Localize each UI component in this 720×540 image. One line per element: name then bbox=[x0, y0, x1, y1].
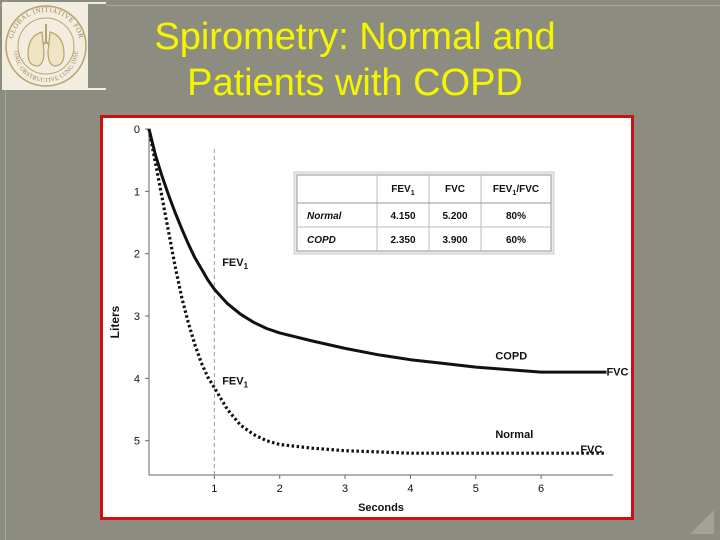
chart-canvas: 0 1 2 3 4 5 1 2 3 4 5 6 Seconds Liters FEV1 FEV1 COPD Nor… bbox=[108, 124, 629, 514]
x-axis-label: Seconds bbox=[358, 502, 404, 514]
y-tick-label: 1 bbox=[134, 186, 140, 198]
series-line-normal bbox=[147, 128, 607, 455]
table-cell: 60% bbox=[506, 235, 526, 246]
gold-logo: GLOBAL INITIATIVE FOR CHRONIC OBSTRUCTIV… bbox=[0, 0, 106, 90]
x-tick-label: 5 bbox=[473, 483, 479, 495]
table-cell: 3.900 bbox=[442, 235, 467, 246]
table-header-1: FEV1 bbox=[391, 184, 414, 197]
x-tick-label: 3 bbox=[342, 483, 348, 495]
x-tick-label: 6 bbox=[538, 483, 544, 495]
lungs-seal-icon: GLOBAL INITIATIVE FOR CHRONIC OBSTRUCTIV… bbox=[0, 0, 106, 90]
table-cell: 80% bbox=[506, 211, 526, 222]
y-tick-label: 4 bbox=[134, 373, 140, 385]
y-tick-label: 0 bbox=[134, 124, 140, 136]
annotation-5: FVC bbox=[580, 444, 602, 456]
title-line-1: Spirometry: Normal and bbox=[154, 16, 556, 58]
y-tick-label: 2 bbox=[134, 249, 140, 261]
frame-line-left bbox=[5, 0, 6, 540]
y-tick-label: 3 bbox=[134, 311, 140, 323]
annotation-0: FEV1 bbox=[222, 257, 248, 271]
frame-line-top bbox=[0, 5, 720, 6]
x-tick-label: 2 bbox=[277, 483, 283, 495]
annotation-1: FEV1 bbox=[222, 376, 248, 390]
annotation-2: COPD bbox=[495, 351, 527, 363]
table-row-label: COPD bbox=[307, 235, 336, 246]
spirometry-chart: 0 1 2 3 4 5 1 2 3 4 5 6 Seconds Liters FEV1 FEV1 COPD Nor… bbox=[100, 115, 634, 520]
y-axis-label: Liters bbox=[108, 305, 122, 338]
table-header-2: FVC bbox=[445, 184, 465, 195]
series-line-copd bbox=[147, 128, 607, 374]
data-table bbox=[296, 174, 552, 252]
slide-title: Spirometry: Normal and Patients with COP… bbox=[110, 14, 600, 106]
table-row-label: Normal bbox=[307, 211, 342, 222]
frame-corner-decoration bbox=[690, 510, 714, 534]
x-tick-label: 1 bbox=[211, 483, 217, 495]
y-tick-label: 5 bbox=[134, 436, 140, 448]
x-tick-label: 4 bbox=[407, 483, 413, 495]
annotation-3: Normal bbox=[495, 429, 533, 441]
table-header-3: FEV1/FVC bbox=[493, 184, 539, 197]
title-line-2: Patients with COPD bbox=[187, 62, 523, 104]
annotation-4: FVC bbox=[606, 366, 628, 378]
table-cell: 5.200 bbox=[442, 211, 467, 222]
table-cell: 2.350 bbox=[390, 235, 415, 246]
table-cell: 4.150 bbox=[390, 211, 415, 222]
